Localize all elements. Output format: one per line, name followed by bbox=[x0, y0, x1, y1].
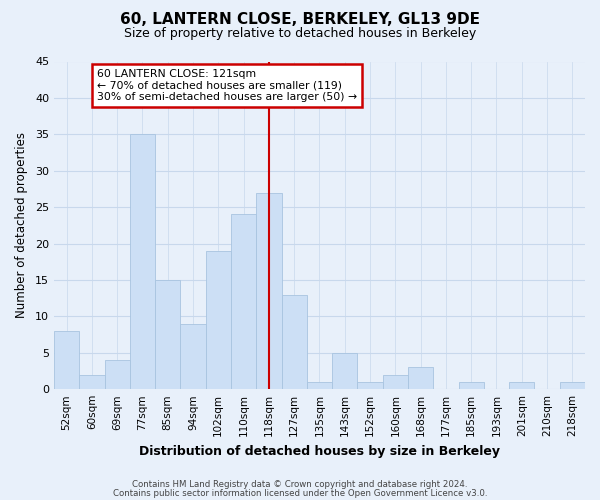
Text: Contains HM Land Registry data © Crown copyright and database right 2024.: Contains HM Land Registry data © Crown c… bbox=[132, 480, 468, 489]
Bar bbox=[155, 280, 181, 389]
Text: 60, LANTERN CLOSE, BERKELEY, GL13 9DE: 60, LANTERN CLOSE, BERKELEY, GL13 9DE bbox=[120, 12, 480, 28]
Bar bbox=[408, 368, 433, 389]
Bar bbox=[206, 251, 231, 389]
Bar bbox=[54, 331, 79, 389]
Bar bbox=[256, 192, 281, 389]
Bar bbox=[509, 382, 535, 389]
Bar bbox=[79, 374, 104, 389]
Y-axis label: Number of detached properties: Number of detached properties bbox=[15, 132, 28, 318]
Bar bbox=[458, 382, 484, 389]
Bar bbox=[130, 134, 155, 389]
Bar bbox=[231, 214, 256, 389]
Bar bbox=[181, 324, 206, 389]
X-axis label: Distribution of detached houses by size in Berkeley: Distribution of detached houses by size … bbox=[139, 444, 500, 458]
Bar bbox=[383, 374, 408, 389]
Bar bbox=[358, 382, 383, 389]
Bar bbox=[104, 360, 130, 389]
Bar bbox=[307, 382, 332, 389]
Bar bbox=[281, 294, 307, 389]
Bar bbox=[560, 382, 585, 389]
Text: Contains public sector information licensed under the Open Government Licence v3: Contains public sector information licen… bbox=[113, 489, 487, 498]
Text: Size of property relative to detached houses in Berkeley: Size of property relative to detached ho… bbox=[124, 28, 476, 40]
Bar bbox=[332, 353, 358, 389]
Text: 60 LANTERN CLOSE: 121sqm
← 70% of detached houses are smaller (119)
30% of semi-: 60 LANTERN CLOSE: 121sqm ← 70% of detach… bbox=[97, 69, 357, 102]
